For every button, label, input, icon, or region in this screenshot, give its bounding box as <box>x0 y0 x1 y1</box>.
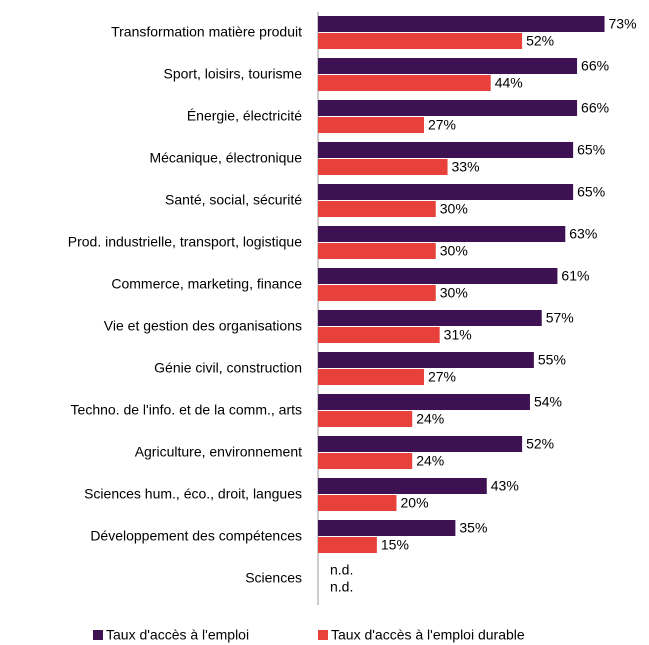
y-tick-label: Agriculture, environnement <box>135 444 302 460</box>
bar <box>318 478 487 494</box>
value-label: 24% <box>416 411 444 427</box>
bar <box>318 100 578 116</box>
y-tick-label: Sciences hum., éco., droit, langues <box>84 486 302 502</box>
value-label: 33% <box>452 159 480 175</box>
value-label: 73% <box>609 16 637 32</box>
value-label: 30% <box>440 285 468 301</box>
bar <box>318 226 566 242</box>
bar <box>318 75 491 91</box>
bar <box>318 285 436 301</box>
bar <box>318 268 558 284</box>
value-label: 20% <box>401 495 429 511</box>
y-tick-label: Sport, loisirs, tourisme <box>164 66 303 82</box>
bar <box>318 453 413 469</box>
y-tick-label: Sciences <box>245 570 302 586</box>
y-tick-label: Génie civil, construction <box>154 360 302 376</box>
value-label: 43% <box>491 478 519 494</box>
bar <box>318 159 448 175</box>
legend-swatch <box>318 630 328 640</box>
value-label: 35% <box>459 520 487 536</box>
y-tick-label: Techno. de l'info. et de la comm., arts <box>71 402 302 418</box>
value-label: n.d. <box>330 579 353 595</box>
bar <box>318 117 424 133</box>
bar <box>318 436 523 452</box>
bar <box>318 16 605 32</box>
bar <box>318 352 534 368</box>
bar <box>318 327 440 343</box>
legend-label: Taux d'accès à l'emploi durable <box>331 627 525 643</box>
bar <box>318 520 456 536</box>
bar <box>318 201 436 217</box>
bar <box>318 495 397 511</box>
legend-swatch <box>93 630 103 640</box>
y-tick-label: Mécanique, électronique <box>149 150 302 166</box>
y-tick-label: Énergie, électricité <box>187 108 302 124</box>
bar <box>318 243 436 259</box>
value-label: 61% <box>561 268 589 284</box>
bar <box>318 411 413 427</box>
value-label: 65% <box>577 142 605 158</box>
value-label: 31% <box>444 327 472 343</box>
value-label: 55% <box>538 352 566 368</box>
bar <box>318 142 574 158</box>
value-label: 66% <box>581 58 609 74</box>
bar <box>318 33 523 49</box>
value-label: 65% <box>577 184 605 200</box>
value-label: n.d. <box>330 562 353 578</box>
value-label: 63% <box>569 226 597 242</box>
value-label: 27% <box>428 117 456 133</box>
bar <box>318 394 530 410</box>
value-label: 52% <box>526 33 554 49</box>
bar <box>318 184 574 200</box>
bar <box>318 58 578 74</box>
bar <box>318 537 377 553</box>
bar <box>318 310 542 326</box>
y-tick-label: Transformation matière produit <box>111 24 302 40</box>
value-label: 66% <box>581 100 609 116</box>
value-label: 30% <box>440 243 468 259</box>
value-label: 15% <box>381 537 409 553</box>
y-tick-label: Prod. industrielle, transport, logistiqu… <box>68 234 302 250</box>
y-tick-label: Santé, social, sécurité <box>165 192 302 208</box>
value-label: 52% <box>526 436 554 452</box>
legend-label: Taux d'accès à l'emploi <box>106 627 249 643</box>
value-label: 54% <box>534 394 562 410</box>
y-tick-label: Commerce, marketing, finance <box>111 276 302 292</box>
value-label: 57% <box>546 310 574 326</box>
value-label: 44% <box>495 75 523 91</box>
bar <box>318 369 424 385</box>
y-tick-label: Développement des compétences <box>90 528 302 544</box>
y-tick-label: Vie et gestion des organisations <box>104 318 302 334</box>
value-label: 30% <box>440 201 468 217</box>
value-label: 24% <box>416 453 444 469</box>
value-label: 27% <box>428 369 456 385</box>
